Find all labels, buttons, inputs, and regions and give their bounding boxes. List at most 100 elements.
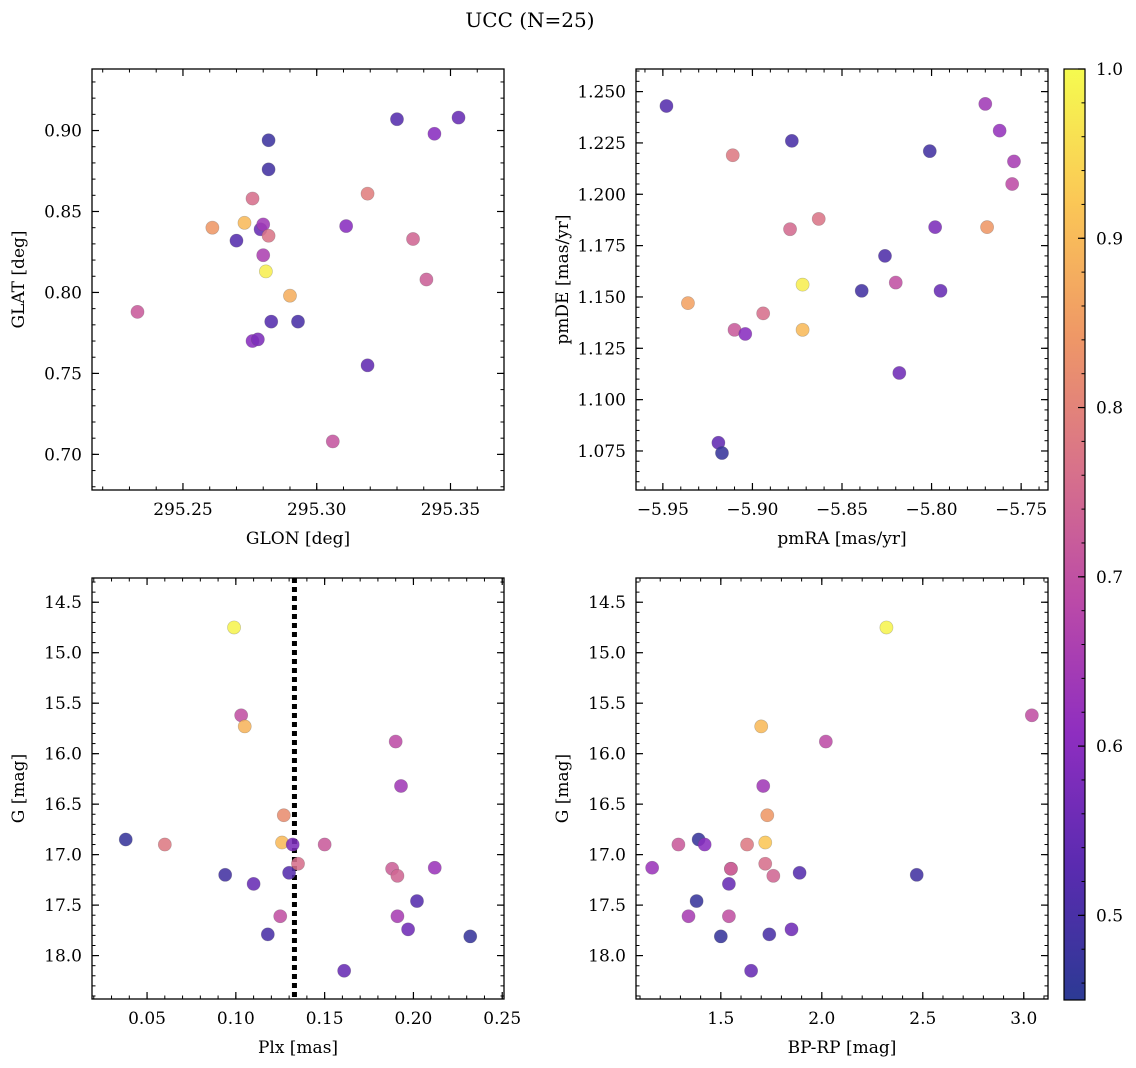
scatter-point	[722, 909, 736, 924]
scatter-point	[410, 894, 424, 908]
scatter-point	[260, 927, 275, 942]
y-tick-label: 1.250	[577, 83, 626, 103]
scatter-point	[713, 929, 728, 944]
y-tick-label: 15.5	[44, 694, 82, 714]
scatter-point	[229, 233, 244, 248]
scatter-point	[715, 446, 729, 460]
scatter-point	[792, 865, 807, 880]
scatter-point	[360, 186, 375, 201]
scatter-point	[909, 867, 924, 882]
scatter-point	[724, 861, 738, 876]
colorbar-tick-label: 0.8	[1096, 399, 1123, 419]
x-tick-label: 2.5	[909, 1009, 936, 1029]
scatter-point	[1005, 177, 1020, 191]
axes-frame	[635, 68, 1049, 491]
y-tick-label: 0.85	[44, 202, 82, 222]
scatter-panel-3: 0.05 0.10 0.15 0.20 0.25 14.5 15.0 15.5 16.0 16.5…	[9, 577, 521, 1058]
y-tick-label: 16.5	[588, 795, 626, 815]
scatter-point	[738, 327, 753, 341]
y-tick-label: 17.5	[44, 896, 82, 916]
y-tick-label: 17.0	[588, 846, 626, 866]
scatter-point	[282, 865, 297, 880]
y-tick-label: 16.0	[44, 745, 82, 765]
scatter-point	[427, 860, 442, 875]
y-tick-label: 14.5	[44, 593, 82, 613]
scatter-point	[818, 734, 833, 749]
scatter-point	[740, 837, 754, 852]
scatter-point	[681, 909, 696, 924]
y-tick-label: 17.0	[44, 846, 82, 866]
scatter-panels: 295.25 295.30 295.35 0.70 0.75 0.80 0.85 0.90 GL…	[9, 68, 1049, 1058]
axes-frame	[635, 577, 1049, 1000]
axes-frame	[91, 68, 505, 491]
scatter-point	[291, 856, 305, 871]
x-tick-label: 2.0	[808, 1009, 835, 1029]
scatter-point	[784, 133, 799, 148]
scatter-point	[766, 868, 781, 883]
scatter-point	[762, 927, 777, 942]
scatter-point	[1024, 708, 1039, 723]
x-tick-label: 295.35	[421, 500, 480, 520]
x-tick-label: 0.05	[128, 1009, 166, 1029]
scatter-point	[264, 314, 279, 329]
colorbar-tick-label: 0.7	[1096, 568, 1123, 588]
x-tick-label: −5.90	[726, 500, 778, 520]
scatter-point	[245, 191, 260, 206]
scatter-point	[783, 222, 797, 237]
y-axis-label: pmDE [mas/yr]	[553, 214, 573, 344]
scatter-point	[992, 123, 1007, 138]
x-tick-label: 295.25	[153, 500, 212, 520]
scatter-point	[227, 620, 241, 635]
y-tick-label: 0.90	[44, 122, 82, 142]
scatter-point	[933, 283, 948, 298]
scatter-point	[118, 832, 133, 847]
scatter-point	[722, 877, 736, 891]
scatter-point	[337, 963, 352, 978]
y-tick-label: 1.200	[577, 185, 626, 205]
colorbar: 0.5 0.6 0.7 0.8 0.9 1.0	[1063, 60, 1123, 1001]
scatter-point	[888, 275, 903, 290]
y-tick-label: 14.5	[588, 593, 626, 613]
scatter-point	[795, 322, 810, 337]
y-tick-label: 1.075	[577, 442, 626, 462]
figure-title: UCC (N=25)	[465, 8, 594, 32]
scatter-point	[879, 620, 894, 635]
x-tick-label: −5.85	[816, 500, 868, 520]
scatter-point	[261, 162, 276, 177]
y-tick-label: 16.5	[44, 795, 82, 815]
scatter-panel-2: −5.95 −5.90 −5.85 −5.80 −5.75 1.075 1.100 1.125…	[553, 68, 1049, 549]
scatter-point	[317, 837, 332, 852]
x-tick-label: 1.5	[707, 1009, 734, 1029]
scatter-point	[261, 133, 276, 148]
scatter-point	[645, 860, 660, 875]
scatter-panel-1: 295.25 295.30 295.35 0.70 0.75 0.80 0.85 0.90 GL…	[9, 68, 505, 549]
x-tick-label: 295.30	[287, 500, 346, 520]
colorbar-frame	[1063, 68, 1086, 1001]
scatter-point	[811, 212, 826, 226]
scatter-point	[205, 220, 220, 235]
scatter-point	[795, 277, 810, 292]
scatter-point	[922, 144, 937, 159]
colorbar-tick-label: 0.5	[1096, 906, 1123, 926]
scatter-point	[980, 220, 994, 235]
y-axis-label: GLAT [deg]	[9, 230, 29, 328]
scatter-point	[390, 868, 405, 883]
scatter-point	[256, 248, 271, 263]
y-axis-label: G [mag]	[553, 754, 573, 823]
scatter-point	[401, 922, 416, 937]
scatter-point	[388, 734, 403, 749]
y-tick-label: 0.80	[44, 283, 82, 303]
y-tick-label: 1.125	[577, 339, 626, 359]
x-tick-label: 0.20	[395, 1009, 433, 1029]
scatter-point	[390, 909, 405, 924]
y-tick-label: 17.5	[588, 896, 626, 916]
scatter-point	[283, 288, 297, 303]
scatter-point	[758, 856, 773, 871]
scatter-point	[463, 929, 478, 944]
scatter-point	[681, 296, 695, 311]
scatter-point	[325, 434, 340, 449]
y-axis-label: G [mag]	[9, 754, 29, 823]
x-tick-label: 0.15	[306, 1009, 344, 1029]
scatter-point	[760, 808, 775, 823]
